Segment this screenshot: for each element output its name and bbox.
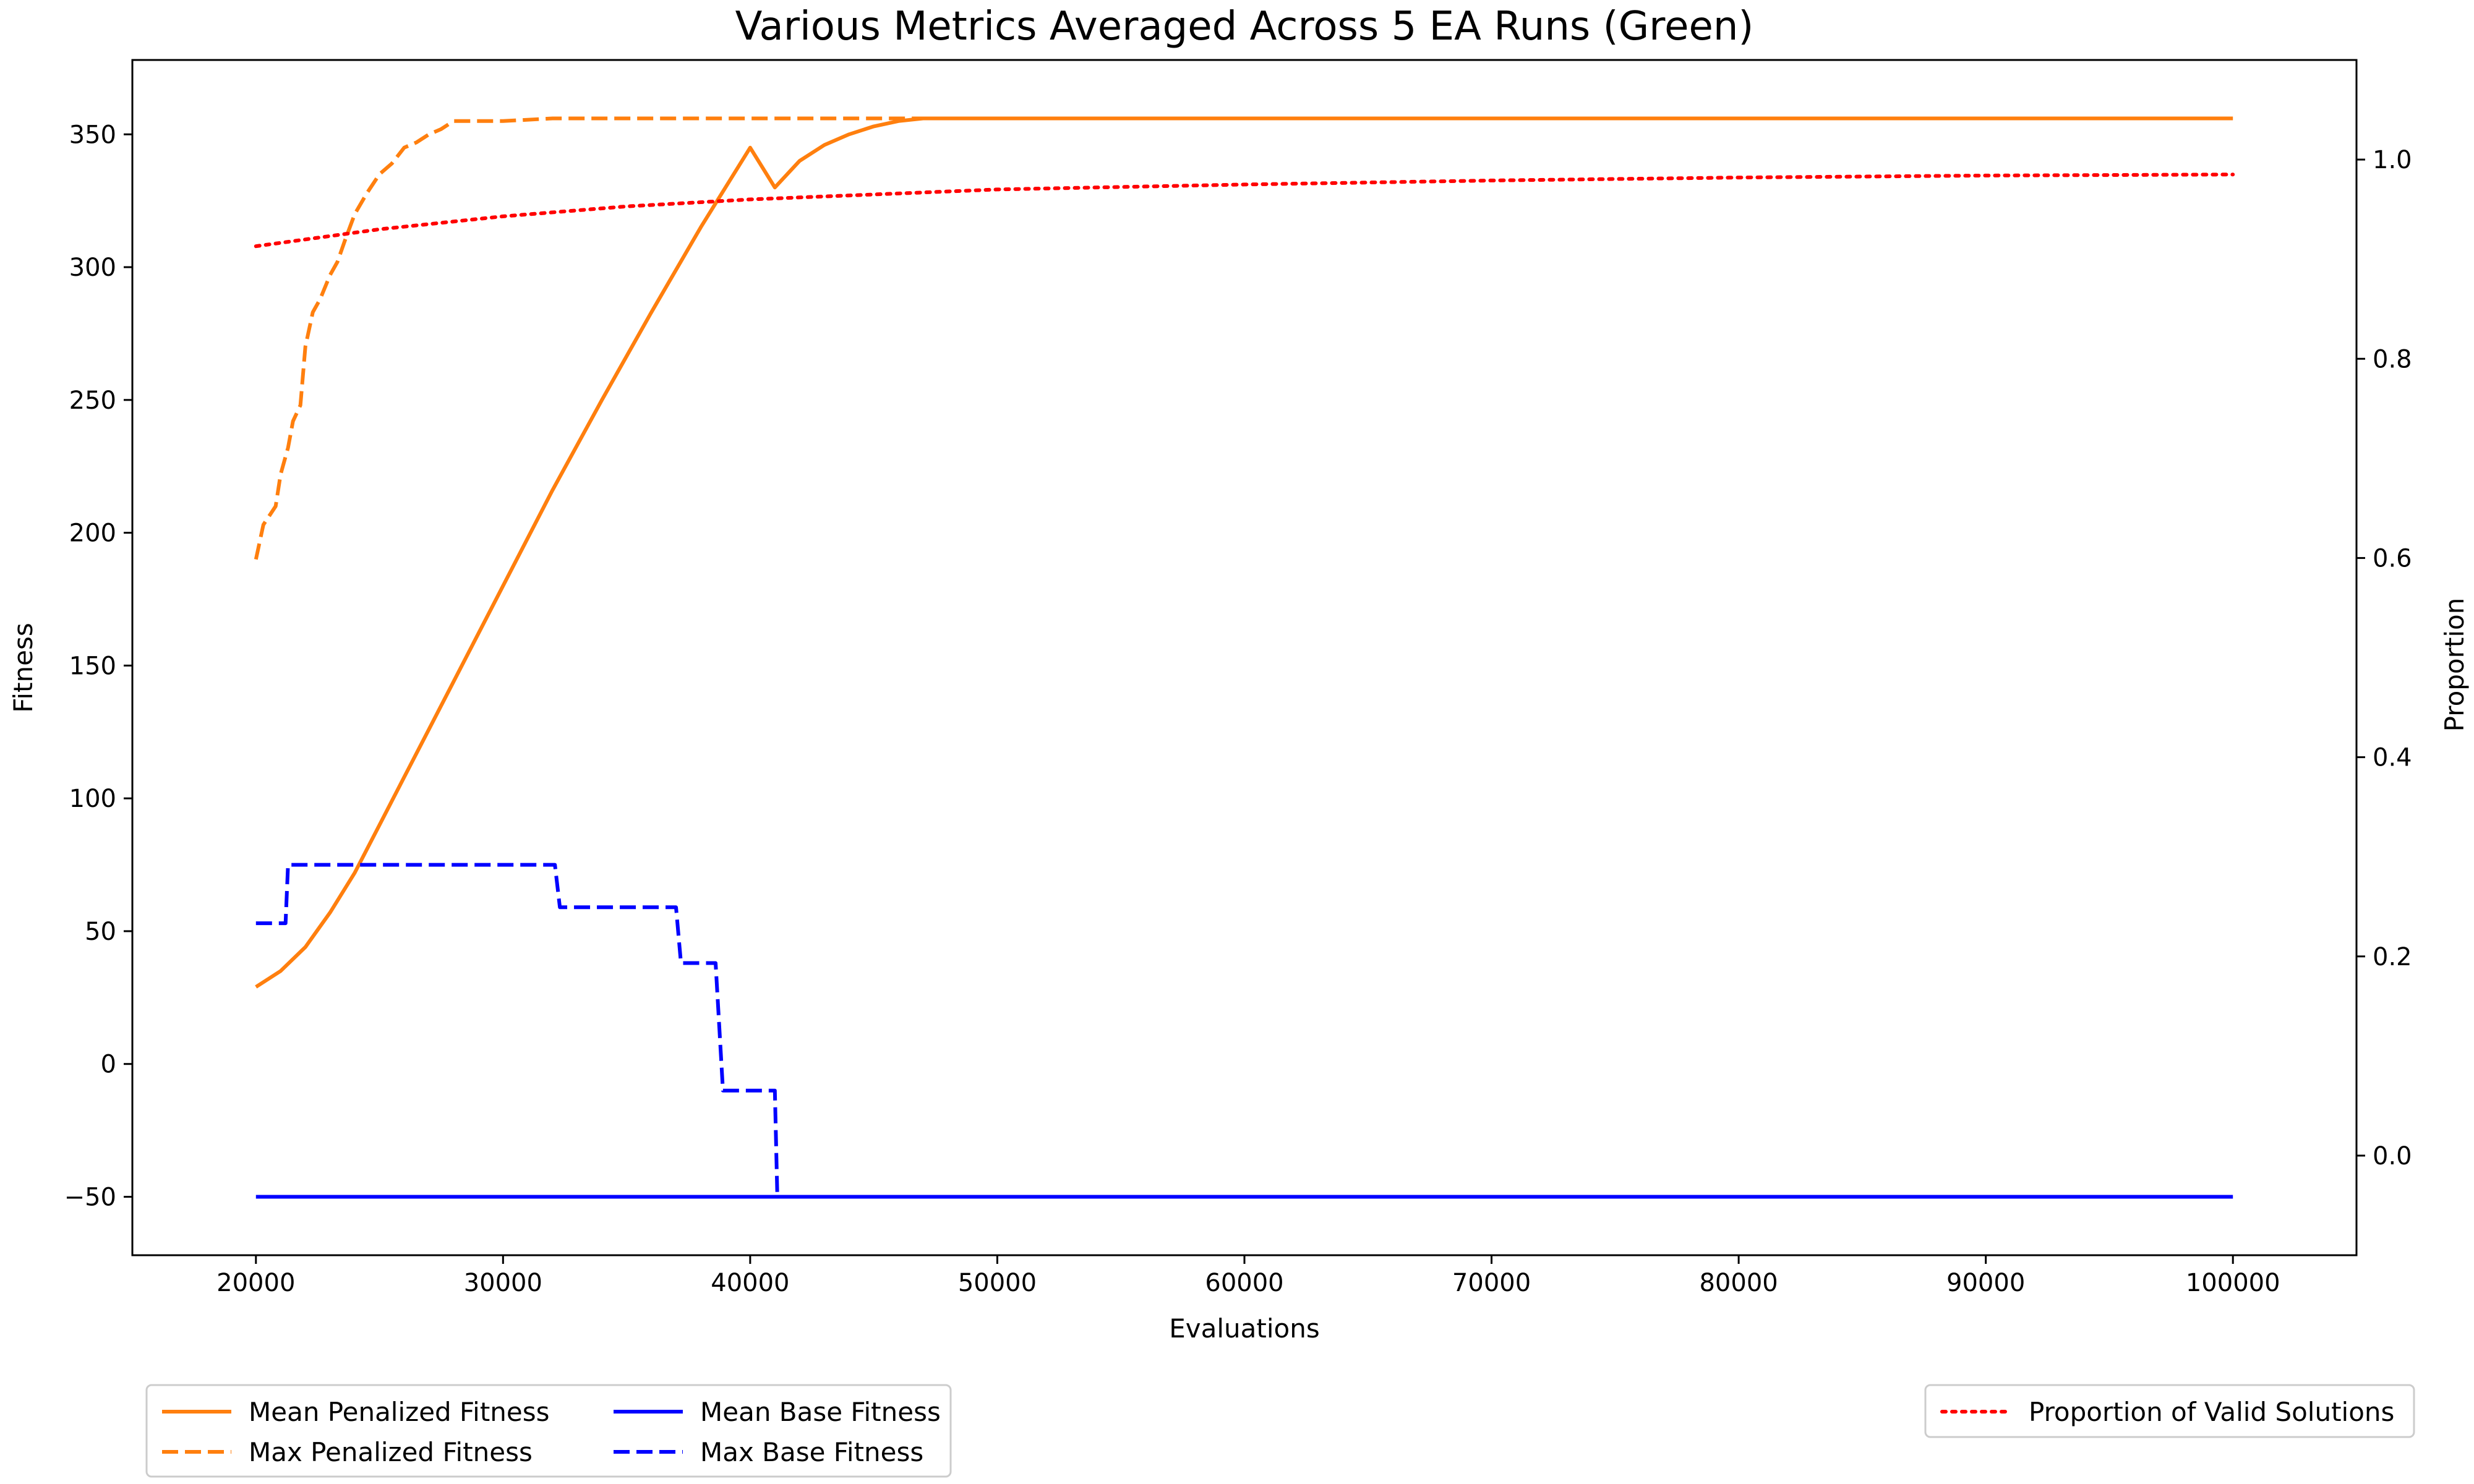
y2-tick-label: 0.4 [2373,744,2412,772]
y-tick-label: 200 [69,519,116,548]
axes: 20000 30000 40000 50000 60000 70000 80000 90000… [64,59,2412,1297]
y-axis-label: Fitness [8,623,38,712]
series-line-1 [255,116,2233,989]
chart-title: Various Metrics Averaged Across 5 EA Run… [735,4,1754,49]
legend-label: Proportion of Valid Solutions [2029,1397,2394,1427]
legend-left-box [145,1384,952,1478]
y-tick-label: 0 [101,1051,116,1079]
plot-area [254,116,2235,1199]
y-tick-label: 250 [69,386,116,415]
series-line-4 [255,863,800,1199]
y-tick-label: 100 [69,785,116,813]
legend-right-box [1924,1384,2415,1438]
y-tick-label: 50 [85,918,116,946]
x-tick-label: 90000 [1946,1269,2025,1297]
legend-label: Max Base Fitness [700,1437,923,1467]
x-tick-label: 60000 [1205,1269,1283,1297]
x-tick-label: 80000 [1699,1269,1778,1297]
y2-tick-label: 0.6 [2373,544,2412,573]
y2-tick-label: 1.0 [2373,146,2412,174]
x-tick-label: 20000 [216,1269,295,1297]
x-axis-label: Evaluations [1169,1313,1320,1344]
y2-axis-label: Proportion [2439,598,2470,732]
y2-tick-label: 0.8 [2373,345,2412,373]
y-tick-label: 300 [69,254,116,282]
y-tick-label: 150 [69,652,116,680]
x-tick-label: 30000 [464,1269,542,1297]
x-tick-label: 40000 [711,1269,789,1297]
y-tick-label: 350 [69,121,116,149]
series-line-5 [254,173,2235,249]
x-tick-label: 100000 [2186,1269,2280,1297]
legend-label: Mean Penalized Fitness [249,1397,550,1427]
legend-right: Proportion of Valid Solutions [1924,1384,2415,1438]
x-tick-label: 70000 [1452,1269,1531,1297]
legend-label: Max Penalized Fitness [249,1437,533,1467]
y2-tick-label: 0.2 [2373,943,2412,971]
legend-label: Mean Base Fitness [700,1397,941,1427]
x-tick-label: 50000 [958,1269,1037,1297]
y2-tick-label: 0.0 [2373,1142,2412,1171]
y-tick-label: −50 [64,1183,116,1211]
legend-left: Mean Penalized Fitness Max Penalized Fitn… [145,1384,952,1478]
